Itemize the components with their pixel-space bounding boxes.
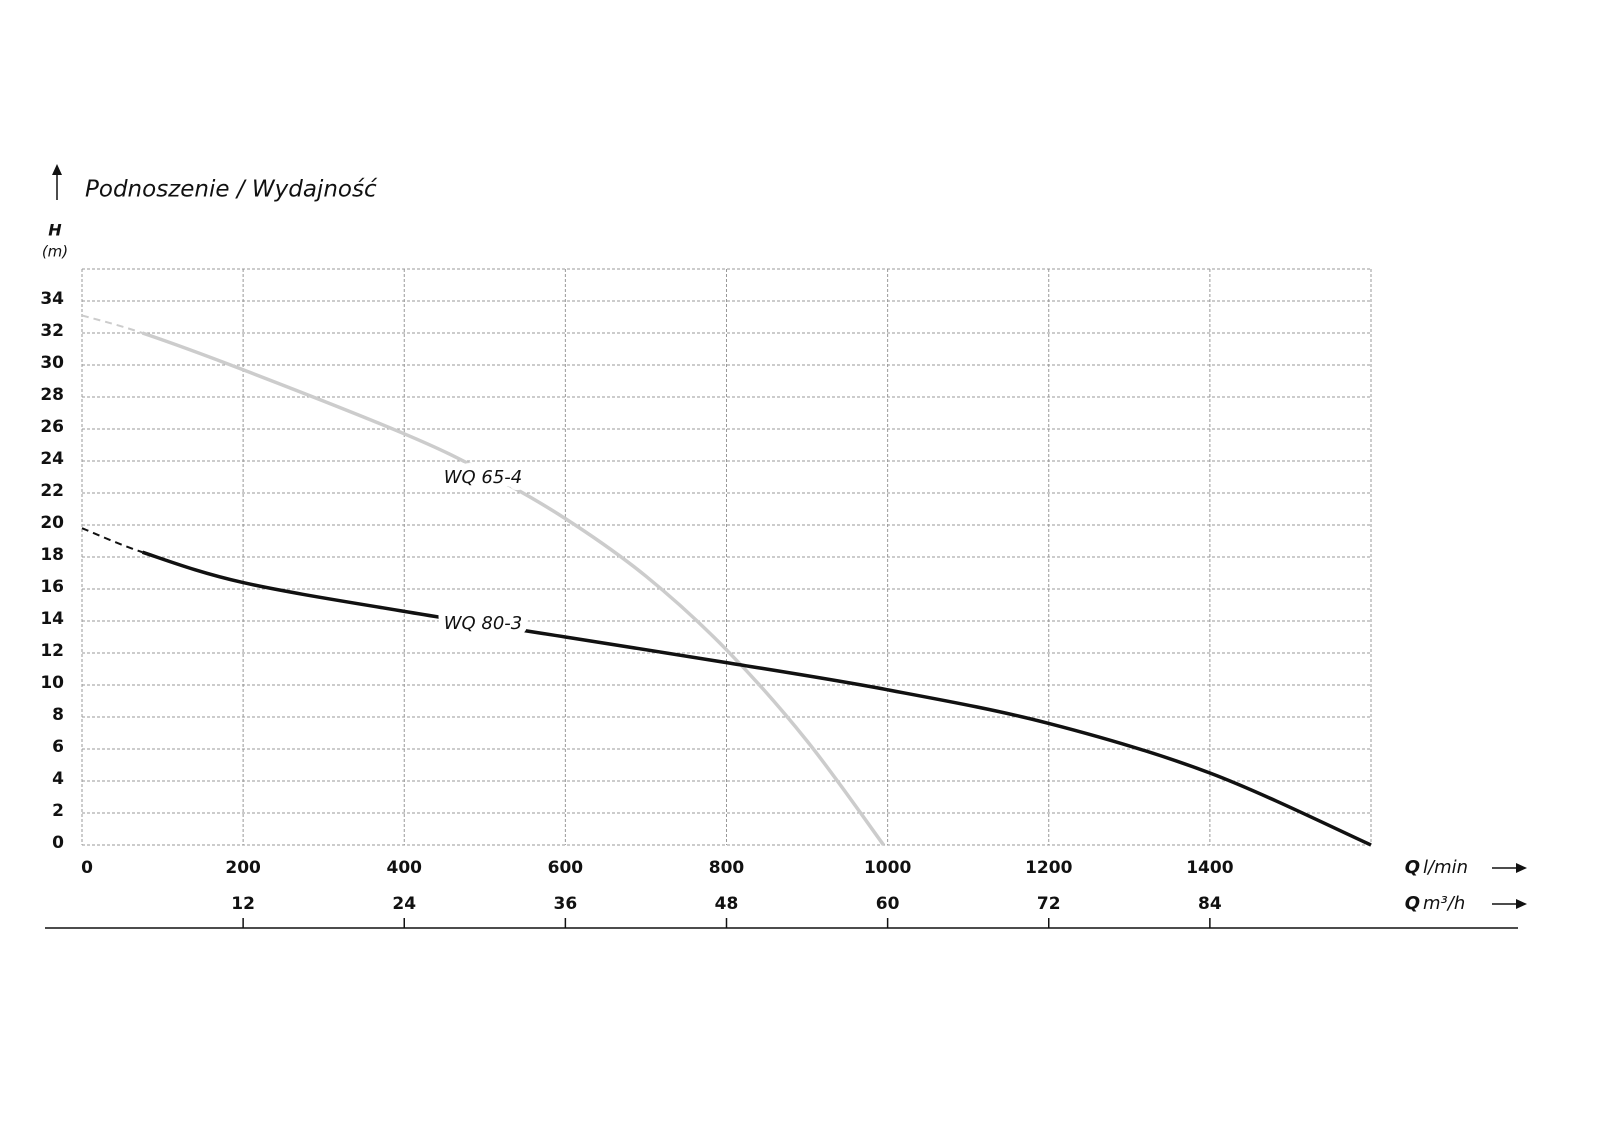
x-tick-label: 1200 <box>1025 858 1072 878</box>
y-axis-unit: (m) <box>42 243 68 261</box>
x2-tick-label: 60 <box>876 894 900 914</box>
y-tick-label: 24 <box>40 449 64 469</box>
y-tick-label: 12 <box>40 641 64 661</box>
curve-dashed <box>81 314 143 334</box>
y-tick-label: 6 <box>52 737 64 757</box>
y-tick-label: 14 <box>40 609 64 629</box>
y-tick-label: 34 <box>40 289 64 309</box>
y-tick-label: 0 <box>52 833 64 853</box>
y-tick-label: 16 <box>40 577 64 597</box>
right-arrow-head <box>1516 863 1527 873</box>
x-axis-symbol: Q <box>1405 857 1420 878</box>
x-tick-label: 1400 <box>1186 858 1233 878</box>
y-tick-label: 10 <box>40 673 64 693</box>
x-tick-label: 400 <box>387 858 423 878</box>
curve-label: WQ 65-4 <box>444 467 523 488</box>
y-axis-symbol: H <box>48 221 62 240</box>
x2-axis-unit: m³/h <box>1423 893 1465 914</box>
curve <box>141 550 1372 847</box>
x-tick-label: 200 <box>225 858 261 878</box>
up-arrow-head <box>52 164 62 175</box>
x2-tick-label: 12 <box>231 894 255 914</box>
y-tick-label: 4 <box>52 769 64 789</box>
x2-axis-symbol: Q <box>1405 893 1420 914</box>
y-tick-label: 30 <box>40 353 64 373</box>
y-tick-label: 18 <box>40 545 64 565</box>
chart-title: Podnoszenie / Wydajność <box>85 177 378 203</box>
y-tick-label: 32 <box>40 321 64 341</box>
x-tick-label: 600 <box>548 858 584 878</box>
x2-tick-label: 36 <box>554 894 578 914</box>
y-tick-label: 28 <box>40 385 64 405</box>
x2-tick-label: 24 <box>392 894 416 914</box>
curve <box>141 331 886 847</box>
y-tick-label: 22 <box>40 481 64 501</box>
x2-tick-label: 84 <box>1198 894 1222 914</box>
y-tick-label: 8 <box>52 705 64 725</box>
right-arrow-head <box>1516 899 1527 909</box>
y-tick-label: 20 <box>40 513 64 533</box>
x2-tick-label: 72 <box>1037 894 1061 914</box>
x2-tick-label: 48 <box>715 894 739 914</box>
x-axis-unit: l/min <box>1423 857 1468 878</box>
curve-dashed <box>81 527 143 554</box>
y-tick-label: 2 <box>52 801 64 821</box>
x-tick-label: 0 <box>81 858 93 878</box>
y-tick-label: 26 <box>40 417 64 437</box>
x-tick-label: 800 <box>709 858 745 878</box>
curve-label: WQ 80-3 <box>444 613 523 634</box>
x-tick-label: 1000 <box>864 858 911 878</box>
